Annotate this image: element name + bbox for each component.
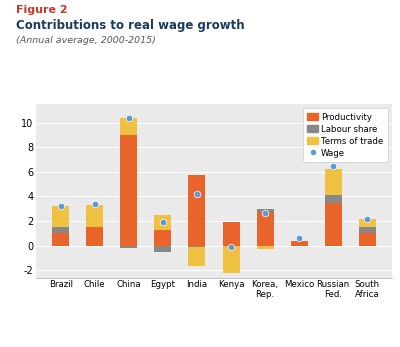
Bar (188, 246, 206, 247)
Bar (154, 246, 172, 252)
Bar (359, 219, 376, 227)
Point (126, 115, 132, 120)
Bar (256, 209, 274, 212)
Point (364, 217, 370, 222)
Text: Contributions to real wage growth: Contributions to real wage growth (16, 19, 245, 32)
Bar (359, 233, 376, 246)
Point (58, 203, 64, 209)
Bar (86, 205, 103, 227)
Text: Percentage: Percentage (41, 91, 109, 101)
Bar (154, 230, 172, 246)
Point (92, 201, 98, 206)
Bar (52, 206, 69, 227)
Bar (120, 246, 137, 248)
Bar (256, 246, 274, 249)
Text: (Annual average, 2000-2015): (Annual average, 2000-2015) (16, 36, 156, 45)
Bar (325, 169, 342, 195)
Bar (52, 227, 69, 233)
Point (228, 245, 234, 250)
Bar (154, 215, 172, 230)
Point (330, 163, 336, 168)
Bar (222, 246, 240, 273)
Bar (120, 135, 137, 246)
Text: Figure 2: Figure 2 (16, 5, 68, 15)
Bar (52, 233, 69, 246)
Legend: Productivity, Labour share, Terms of trade, Wage: Productivity, Labour share, Terms of tra… (303, 108, 388, 162)
Bar (120, 118, 137, 135)
Bar (325, 203, 342, 246)
Bar (222, 222, 240, 246)
Bar (188, 176, 206, 246)
Point (296, 235, 302, 240)
Bar (325, 195, 342, 203)
Bar (86, 227, 103, 246)
Bar (359, 227, 376, 233)
Point (194, 191, 200, 197)
Point (262, 210, 268, 216)
Bar (291, 241, 308, 246)
Bar (188, 247, 206, 266)
Bar (256, 212, 274, 246)
Point (160, 219, 166, 225)
